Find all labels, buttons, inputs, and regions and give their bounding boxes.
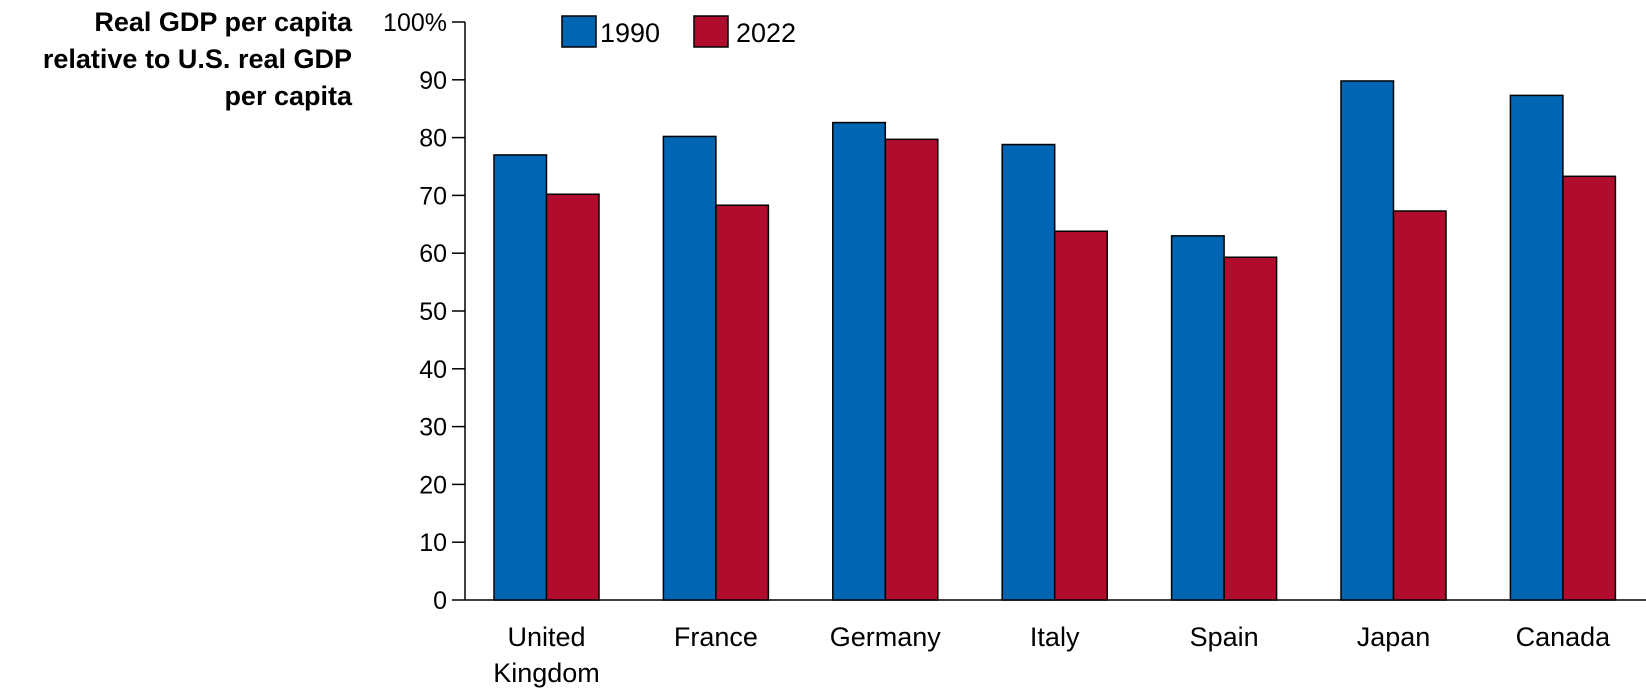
bar-1990 (1340, 80, 1395, 601)
bar-1990 (493, 154, 548, 601)
x-category-label: France (674, 622, 758, 652)
y-tick-label: 70 (419, 182, 447, 210)
y-tick-label: 0 (433, 587, 447, 615)
x-category-label: Italy (1030, 622, 1080, 652)
bar-1990 (1509, 94, 1564, 601)
x-category-label: Canada (1516, 622, 1612, 652)
x-category-label: United (507, 622, 585, 652)
y-axis-ticks: 0 10 20 30 40 50 60 70 80 90 100% (383, 9, 465, 615)
category-labels: United Kingdom France Germany Italy Spain Japa… (493, 622, 1611, 688)
legend-swatch-1990 (561, 15, 597, 48)
bar-2022 (1053, 230, 1108, 601)
bar-2022 (1223, 256, 1278, 601)
legend: 1990 2022 (561, 15, 796, 48)
y-tick-label: 20 (419, 471, 447, 499)
x-category-label: Germany (830, 622, 942, 652)
y-tick-label: 30 (419, 414, 447, 442)
x-category-label: Japan (1357, 622, 1431, 652)
bar-1990 (1001, 143, 1056, 601)
bar-2022 (884, 138, 939, 601)
legend-swatch-2022 (693, 15, 729, 48)
bar-2022 (715, 204, 770, 601)
y-tick-label: 80 (419, 125, 447, 153)
y-axis-title-line: per capita (224, 81, 353, 111)
bar-2022 (1392, 210, 1447, 601)
legend-label-2022: 2022 (736, 18, 796, 48)
legend-label-1990: 1990 (600, 18, 660, 48)
y-tick-label: 100% (383, 9, 447, 37)
y-tick-label: 90 (419, 67, 447, 95)
y-tick-label: 60 (419, 240, 447, 268)
y-axis-title-line: relative to U.S. real GDP (43, 44, 352, 74)
bar-1990 (832, 121, 887, 601)
x-category-label: Spain (1190, 622, 1259, 652)
bars (493, 80, 1617, 601)
x-category-label: Kingdom (493, 658, 600, 688)
bar-1990 (662, 135, 717, 601)
y-axis-title-line: Real GDP per capita (94, 7, 353, 37)
bar-2022 (1562, 175, 1617, 601)
y-axis-title: Real GDP per capita relative to U.S. real… (43, 7, 353, 111)
bar-2022 (545, 193, 600, 601)
y-tick-label: 50 (419, 298, 447, 326)
bar-1990 (1170, 235, 1225, 601)
y-tick-label: 40 (419, 356, 447, 384)
y-tick-label: 10 (419, 529, 447, 557)
